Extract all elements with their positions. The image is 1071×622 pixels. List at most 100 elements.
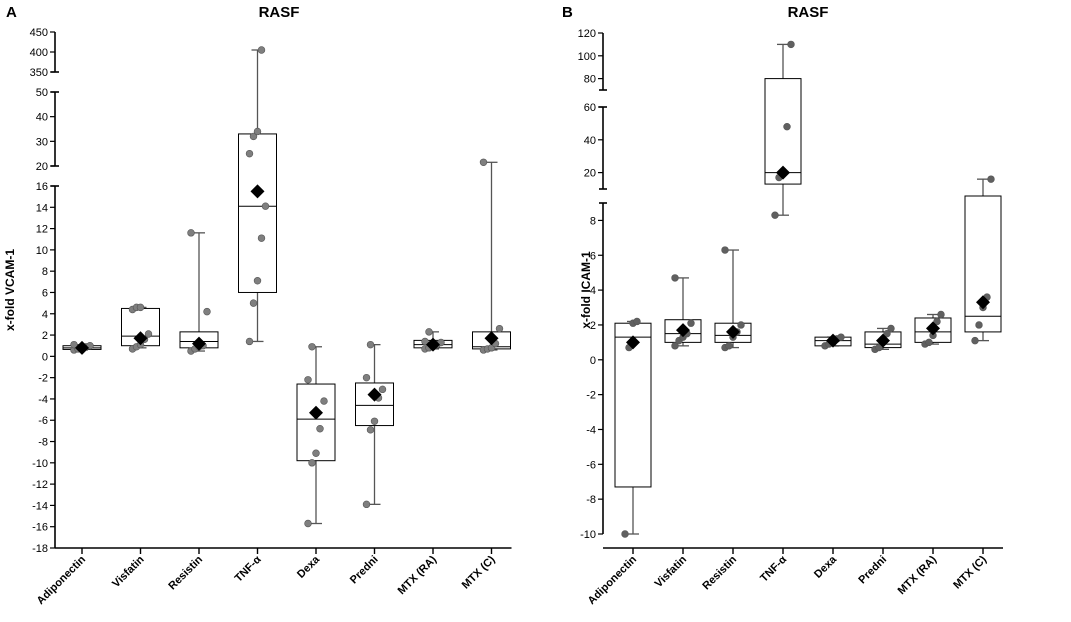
panel-a-y-tick-label: -18 — [32, 543, 48, 555]
data-point — [875, 343, 883, 352]
data-point — [304, 519, 312, 528]
mean-marker — [250, 184, 265, 199]
data-point — [937, 310, 945, 319]
mean-marker — [309, 405, 323, 420]
data-point — [421, 337, 429, 346]
panel-a-title: RASF — [259, 4, 300, 21]
mean-marker — [876, 333, 890, 348]
panel-b-box-group — [664, 274, 702, 350]
panel-b-y-tick-label: 2 — [590, 320, 596, 332]
data-point — [925, 338, 933, 347]
panel-b-category-label: TNF-α — [758, 553, 789, 584]
panel-b-category-label: MTX (C) — [951, 553, 989, 591]
mean-marker — [676, 323, 690, 338]
data-point — [495, 324, 504, 333]
panel-b-category-label: Predni — [856, 554, 889, 587]
mean-marker — [367, 387, 382, 402]
box — [238, 133, 277, 293]
panel-a-y-tick-label: 10 — [36, 245, 48, 257]
panel-b-y-tick-label: 60 — [584, 102, 596, 114]
data-point — [425, 328, 433, 336]
panel-b-y-tick-label: 0 — [590, 355, 596, 367]
panel-a-y-tick-label: 350 — [30, 67, 48, 79]
data-point — [308, 343, 316, 351]
data-point — [253, 127, 262, 136]
data-point — [633, 317, 641, 326]
panel-b-y-tick-label: -4 — [586, 424, 596, 436]
panel-b-category-label: MTX (RA) — [896, 553, 940, 597]
data-point — [837, 333, 845, 341]
panel-a-y-tick-label: 50 — [36, 87, 48, 99]
panel-b-y-tick-label: 100 — [578, 51, 596, 63]
panel-b-y-tick-label: 6 — [590, 250, 596, 262]
data-point — [362, 500, 371, 509]
panel-b-box-group — [764, 40, 802, 219]
mean-marker — [926, 321, 940, 336]
data-point — [771, 211, 779, 219]
panel-a-ylabel: x-fold VCAM-1 — [3, 249, 17, 331]
mean-marker — [484, 331, 499, 346]
panel-a-y-tick-label: -8 — [38, 437, 48, 449]
mean-marker — [776, 165, 790, 180]
panel-a-y-tick-label: 2 — [42, 330, 48, 342]
panel-a-category-label: TNF-α — [233, 553, 264, 584]
panel-a-box-group — [179, 229, 219, 355]
data-point — [721, 246, 729, 254]
panel-b-box-group — [914, 310, 952, 348]
data-point — [370, 417, 379, 425]
panel-b-category-label: Adiponectin — [586, 553, 640, 607]
panel-b-box-group — [864, 324, 902, 354]
panel-a-y-tick-label: 40 — [36, 112, 48, 124]
panel-a-y-tick-label: 12 — [36, 224, 48, 236]
panel-b-letter: B — [562, 4, 573, 21]
mean-marker — [192, 336, 206, 351]
panel-a-box-group — [413, 328, 453, 353]
panel-b-category-label: Visfatin — [653, 553, 690, 590]
data-point — [308, 459, 316, 467]
panel-a-y-tick-label: -10 — [32, 458, 48, 470]
data-point — [316, 425, 324, 433]
data-point — [933, 317, 941, 326]
data-point — [787, 40, 795, 49]
panel-a-box-group — [355, 340, 394, 509]
data-point — [378, 385, 387, 394]
data-point — [257, 46, 266, 54]
mean-marker — [726, 324, 740, 339]
data-point — [362, 373, 371, 382]
panel-a-category-label: MTX (RA) — [396, 553, 440, 597]
data-point — [971, 336, 979, 345]
data-point — [320, 397, 328, 405]
data-point — [737, 321, 745, 329]
panel-a-y-tick-label: -2 — [38, 373, 48, 385]
panel-a-y-tick-label: -14 — [32, 500, 48, 512]
data-point — [366, 340, 375, 349]
panel-b-box-group — [964, 175, 1002, 345]
panel-b-y-tick-label: -6 — [586, 459, 596, 471]
data-point — [304, 376, 312, 384]
panel-a-y-tick-label: -4 — [38, 394, 48, 406]
data-point — [883, 329, 891, 338]
mean-marker — [75, 340, 89, 355]
data-point — [261, 202, 270, 210]
panel-a-y-tick-label: 0 — [42, 351, 48, 363]
data-point — [783, 122, 791, 131]
panel-b-y-tick-label: -10 — [580, 529, 596, 541]
panel-a-y-tick-label: -16 — [32, 522, 48, 534]
data-point — [245, 337, 254, 346]
mean-marker — [133, 331, 148, 346]
data-point — [671, 274, 679, 282]
panel-a-category-label: Resistin — [166, 553, 205, 592]
data-point — [253, 277, 262, 285]
panel-b-y-tick-label: -8 — [586, 494, 596, 506]
box — [964, 195, 1002, 333]
panel-a-y-tick-label: 4 — [42, 309, 48, 321]
panel-a: A RASF x-fold VCAM-1 -18 -16 -14 -12 -10 -8 -6… — [3, 4, 512, 607]
panel-a-box-group — [472, 158, 511, 354]
panel-a-box-group — [296, 343, 336, 528]
panel-b-y-tick-label: 8 — [590, 215, 596, 227]
panel-a-letter: A — [6, 4, 17, 21]
panel-a-y-tick-label: 30 — [36, 136, 48, 148]
panel-a-y-tick-label: 400 — [30, 47, 48, 59]
panel-b-ylabel: x-fold ICAM-1 — [579, 251, 593, 329]
